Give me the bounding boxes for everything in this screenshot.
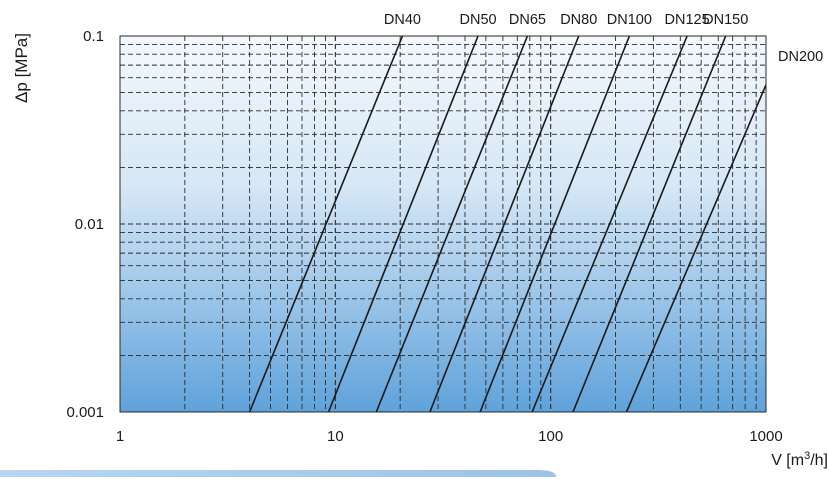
series-label-dn125: DN125 xyxy=(665,12,710,28)
grid xyxy=(120,36,766,412)
series-label-dn80: DN80 xyxy=(560,12,597,28)
y-axis-label: Δp [MPa] xyxy=(12,33,31,103)
x-tick-label: 100 xyxy=(538,428,563,445)
y-tick-label: 0.001 xyxy=(66,404,104,421)
series-line-dn65 xyxy=(375,35,529,413)
series-label-dn200: DN200 xyxy=(778,49,823,65)
series-label-dn150: DN150 xyxy=(703,12,748,28)
tick-labels: 1 10 100 1000 0.001 0.01 0.1 xyxy=(66,28,782,445)
plot-border xyxy=(119,35,767,413)
x-axis-label: V [m3/h] xyxy=(771,450,828,469)
series-lines xyxy=(248,35,767,413)
series-line-dn150 xyxy=(572,35,727,413)
x-tick-label: 1 xyxy=(116,428,124,445)
x-tick-label: 1000 xyxy=(749,428,782,445)
series-label-dn65: DN65 xyxy=(509,12,546,28)
x-tick-label: 10 xyxy=(327,428,344,445)
caption-bar xyxy=(0,470,556,477)
series-label-dn40: DN40 xyxy=(384,12,421,28)
y-tick-label: 0.01 xyxy=(75,216,104,233)
series-line-dn125 xyxy=(531,35,688,413)
series-line-dn50 xyxy=(327,35,479,413)
series-line-dn200 xyxy=(625,84,767,413)
series-line-dn100 xyxy=(479,35,631,413)
series-label-dn50: DN50 xyxy=(460,12,497,28)
series-label-dn100: DN100 xyxy=(607,12,652,28)
y-tick-label: 0.1 xyxy=(83,28,104,45)
series-line-dn40 xyxy=(248,35,404,413)
series-line-dn80 xyxy=(429,35,580,413)
